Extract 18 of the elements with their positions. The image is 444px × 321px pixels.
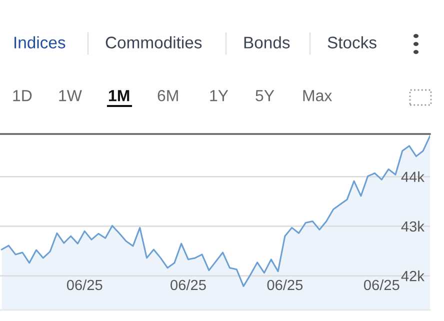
- x-tick-label: 06/25: [170, 279, 206, 290]
- text: Max: [303, 90, 332, 102]
- text: 1W: [59, 90, 82, 102]
- text: Commodities: [106, 36, 202, 48]
- text: Bonds: [244, 36, 290, 48]
- text: 1M: [109, 90, 130, 102]
- text: 6M: [158, 90, 178, 102]
- text: Indices: [14, 36, 66, 48]
- y-tick-label: 44k: [401, 171, 424, 182]
- y-tick-label: 43k: [401, 220, 424, 232]
- x-tick-label: 06/25: [364, 279, 400, 290]
- x-tick-label: 06/25: [267, 279, 303, 290]
- x-tick-label: 06/25: [66, 279, 102, 290]
- text: Stocks: [328, 36, 376, 48]
- text: 1D: [13, 90, 32, 102]
- y-tick-label: 42k: [401, 270, 424, 282]
- text: 5Y: [256, 90, 274, 102]
- text: 1Y: [210, 90, 228, 102]
